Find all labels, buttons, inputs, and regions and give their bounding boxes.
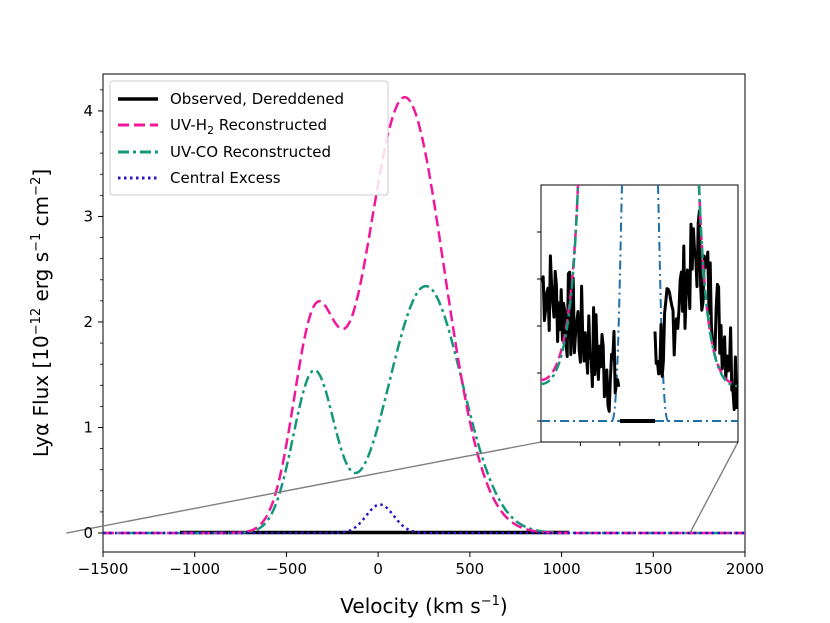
series-uv-co (103, 284, 745, 535)
inset-observed-right (653, 209, 739, 411)
inset-spike-left (611, 184, 623, 422)
x-tick-label: −1500 (78, 560, 129, 578)
connector-left (66, 441, 542, 534)
y-tick-label: 4 (83, 102, 93, 120)
plot-series (103, 95, 745, 535)
legend-label-excess: Central Excess (170, 169, 281, 187)
x-tick-label: −1000 (169, 560, 220, 578)
legend-label-observed: Observed, Dereddened (170, 90, 344, 108)
connector-right (689, 441, 739, 534)
legend: Observed, Dereddened UV-H2 Reconstructed… (109, 80, 389, 196)
y-axis-title: Lyα Flux [10−12 erg s−1 cm−2] (29, 169, 53, 457)
y-tick-label: 3 (83, 207, 93, 225)
x-tick-label: −500 (266, 560, 307, 578)
inset-series (540, 184, 739, 423)
series-uv-h2 (103, 95, 745, 535)
series-central-excess (103, 503, 745, 535)
inset-co-left (540, 184, 580, 386)
x-tick-label: 500 (456, 560, 485, 578)
inset-co-right (697, 184, 738, 388)
legend-label-co: UV-CO Reconstructed (170, 143, 331, 161)
x-tick-label: 0 (373, 560, 383, 578)
inset-plot (537, 184, 739, 446)
inset-connectors (66, 441, 739, 534)
x-tick-label: 1500 (634, 560, 672, 578)
y-tick-label: 2 (83, 313, 93, 331)
y-tick-label: 0 (83, 524, 93, 542)
x-axis-title: Velocity (km s−1) (340, 594, 507, 618)
legend-label-h2: UV-H2 Reconstructed (170, 116, 327, 137)
x-tick-label: 2000 (726, 560, 764, 578)
inset-ticks (537, 231, 700, 446)
legend-box (109, 80, 389, 196)
x-tick-label: 1000 (542, 560, 580, 578)
inset-observed-left (540, 254, 621, 413)
y-tick-label: 1 (83, 418, 93, 436)
axis-ticks: −1500 −1000 −500 0 500 1000 1500 2000 0 1 2 3 4 (78, 89, 764, 578)
